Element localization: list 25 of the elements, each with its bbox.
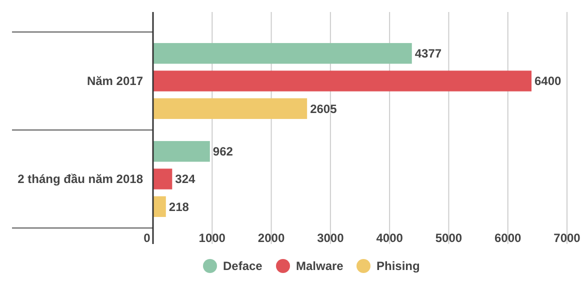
x-tick-label: 5000 — [435, 231, 462, 246]
data-label: 324 — [175, 172, 196, 186]
x-tick-label: 0 — [144, 231, 151, 246]
y-tick-label: Năm 2017 — [86, 74, 144, 88]
x-tick-label: 2000 — [258, 231, 285, 246]
legend-label: Deface — [223, 259, 263, 274]
data-label: 218 — [168, 200, 190, 214]
bar — [153, 141, 210, 162]
bar — [153, 98, 308, 119]
legend-label: Malware — [296, 259, 344, 274]
bar — [153, 43, 412, 64]
legend-label: Phising — [376, 259, 420, 274]
data-label: 4377 — [414, 46, 442, 61]
y-tick-label: 2 tháng đầu năm 2018 — [18, 172, 144, 186]
bar — [153, 196, 166, 217]
bar — [153, 168, 172, 190]
x-tick-label: 4000 — [376, 231, 404, 246]
data-label: 2605 — [310, 102, 338, 116]
x-tick-label: 3000 — [317, 231, 344, 246]
data-label: 962 — [212, 144, 234, 159]
bar — [153, 70, 532, 92]
x-tick-label: 1000 — [198, 231, 226, 246]
data-label: 6400 — [534, 74, 562, 88]
x-tick-label: 6000 — [494, 231, 522, 246]
x-tick-label: 7000 — [554, 231, 581, 246]
